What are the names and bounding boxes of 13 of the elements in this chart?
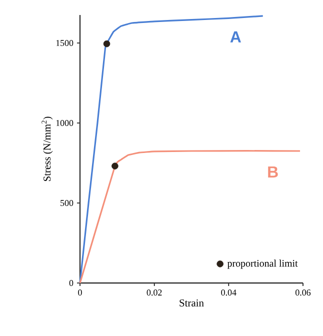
- series-label: B: [268, 166, 278, 178]
- legend-label: proportional limit: [227, 260, 298, 269]
- y-tick-label: 1000: [56, 120, 74, 126]
- x-tick-label: 0.06: [295, 290, 311, 296]
- x-tick-label: 0: [78, 290, 82, 296]
- series-label: A: [230, 31, 241, 42]
- x-tick-label: 0.04: [221, 290, 236, 296]
- y-tick-label: 1500: [56, 40, 74, 46]
- x-axis-title: Strain: [180, 299, 204, 306]
- y-tick-label: 0: [69, 280, 74, 286]
- y-axis-title: Stress (N/mm$^{2}$): [42, 116, 53, 182]
- x-tick-label: 0.02: [146, 290, 162, 296]
- y-tick-label: 500: [60, 200, 74, 206]
